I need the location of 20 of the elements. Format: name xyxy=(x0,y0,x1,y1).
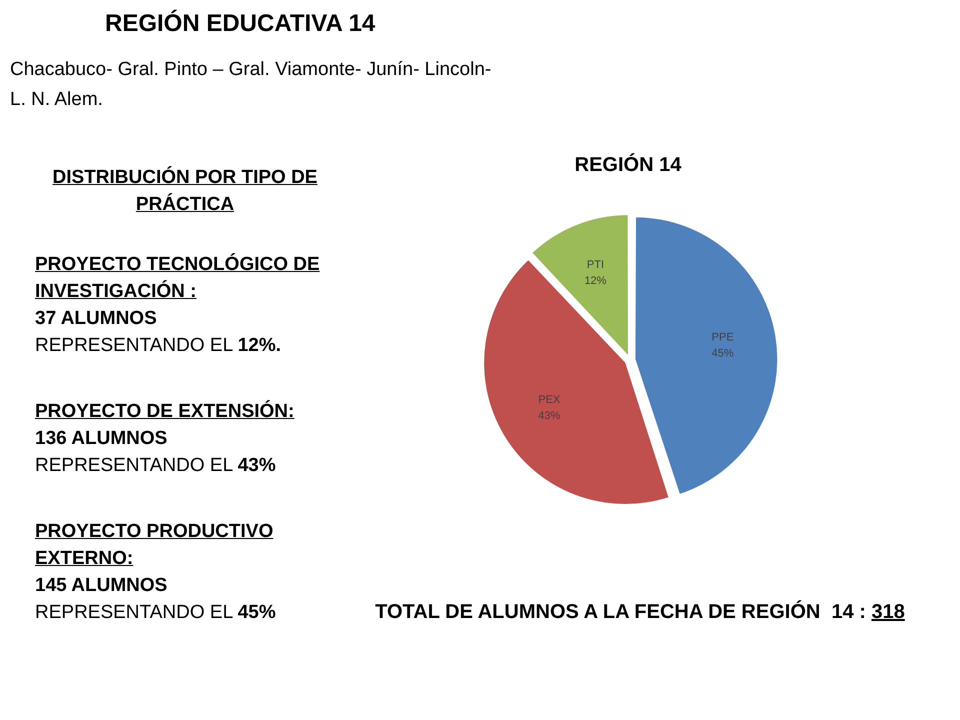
text: REGIÓN 14 xyxy=(574,154,682,177)
text: PROYECTO DE EXTENSIÓN: xyxy=(35,399,296,424)
text: DISTRIBUCIÓN POR TIPO DE PRÁCTICA xyxy=(52,165,318,217)
text: REPRESENTANDO EL 12%. xyxy=(35,334,282,358)
text: TOTAL DE ALUMNOS A LA FECHA DE REGIÓN 14 : 318 xyxy=(374,601,906,624)
data-label: 43% xyxy=(538,410,560,422)
text: 37 ALUMNOS xyxy=(35,307,158,331)
data-label: 45% xyxy=(712,347,734,360)
text: REPRESENTANDO EL 45% xyxy=(35,601,277,625)
slice-label: PEX xyxy=(538,394,561,406)
slice-label: PTI xyxy=(586,258,604,271)
text: Chacabuco- Gral. Pinto – Gral. Viamonte- Junín- Lincoln- L. N. Alem. xyxy=(10,58,492,112)
text: 145 ALUMNOS xyxy=(35,574,168,598)
text: REGIÓN EDUCATIVA 14 xyxy=(105,10,376,38)
text: PROYECTO PRODUCTIVO EXTERNO: xyxy=(35,520,274,571)
data-label: 12% xyxy=(584,274,607,287)
text: REPRESENTANDO EL 43% xyxy=(35,454,277,478)
text: PROYECTO TECNOLÓGICO DE INVESTIGACIÓN : xyxy=(35,252,321,304)
text: 136 ALUMNOS xyxy=(35,427,168,451)
slice-label: PPE xyxy=(712,331,734,344)
